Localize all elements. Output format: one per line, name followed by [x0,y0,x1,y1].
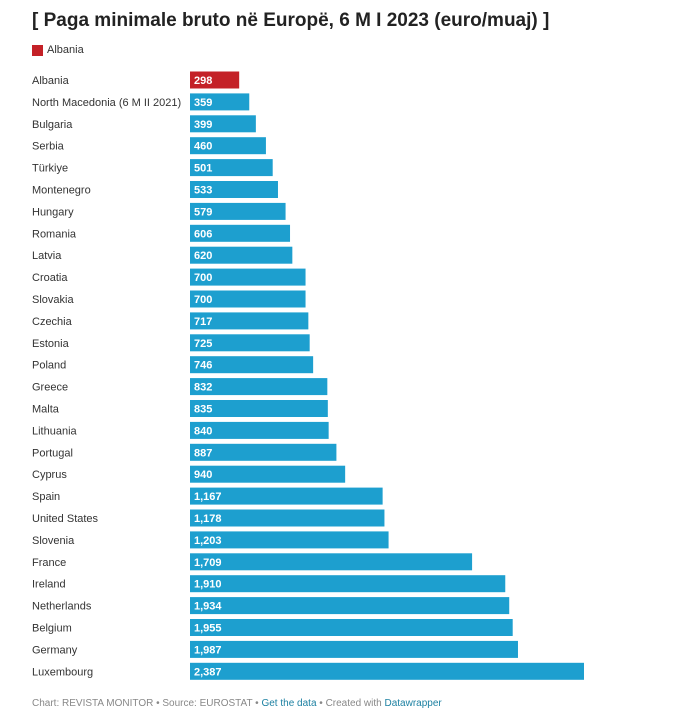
category-label: Slovakia [32,294,74,306]
bar-value-label: 460 [194,141,212,153]
bar-value-label: 533 [194,185,212,197]
bar-value-label: 832 [194,382,212,394]
category-label: United States [32,513,99,525]
category-label: Lithuania [32,425,78,437]
bar-value-label: 1,178 [194,513,222,525]
bar [190,312,309,330]
bar-value-label: 746 [194,360,212,372]
bar [190,356,314,374]
category-label: Croatia [32,272,68,284]
category-label: Ireland [32,579,66,591]
bar-value-label: 1,955 [194,623,222,635]
bar [190,268,306,286]
chart-footer: Chart: REVISTA MONITOR • Source: EUROSTA… [32,698,442,709]
bar [190,159,273,177]
bar [190,575,506,593]
bar-value-label: 835 [194,404,212,416]
category-label: Luxembourg [32,666,93,678]
bar-chart: Albania 298 North Macedonia (6 M II 2021) 3… [32,71,584,680]
category-label: Türkiye [32,163,68,175]
bar [190,137,266,155]
bar-value-label: 1,167 [194,491,222,503]
bar [190,290,306,308]
bar [190,662,584,680]
bar-value-label: 606 [194,228,212,240]
bar-value-label: 717 [194,316,212,328]
bar-value-label: 399 [194,119,212,131]
bar-value-label: 501 [194,163,212,175]
bar-value-label: 700 [194,272,212,284]
bar-value-label: 940 [194,469,212,481]
bar [190,246,293,264]
bar [190,531,389,549]
category-label: Poland [32,360,66,372]
category-label: Romania [32,228,77,240]
category-label: Bulgaria [32,119,73,131]
legend-label: Albania [47,44,84,56]
category-label: Latvia [32,250,62,262]
category-label: North Macedonia (6 M II 2021) [32,97,181,109]
datawrapper-link[interactable]: Datawrapper [384,698,442,709]
footer-credits: Chart: REVISTA MONITOR • Source: EUROSTA… [32,698,262,709]
category-label: Malta [32,404,60,416]
bar-value-label: 887 [194,447,212,459]
bar [190,443,337,461]
category-label: Albania [32,75,70,87]
bar-value-label: 1,934 [194,601,222,613]
bar [190,115,256,133]
category-label: Spain [32,491,60,503]
legend: Albania [32,44,84,56]
category-label: Netherlands [32,601,92,613]
bar [190,509,385,527]
bar [190,465,346,483]
bar-value-label: 579 [194,206,212,218]
bar [190,400,328,417]
bar-value-label: 1,910 [194,579,222,591]
bar-value-label: 725 [194,338,212,350]
category-label: Czechia [32,316,73,328]
category-label: Serbia [32,141,65,153]
bar [190,553,473,571]
category-label: Estonia [32,338,70,350]
bar [190,93,250,111]
category-label: France [32,557,66,569]
bar-value-label: 1,203 [194,535,222,547]
bar [190,181,278,198]
bar [190,71,240,89]
category-label: Montenegro [32,185,91,197]
bar [190,334,310,352]
bar-value-label: 840 [194,425,212,437]
bar-value-label: 620 [194,250,212,262]
category-label: Slovenia [32,535,75,547]
bar [190,597,510,615]
category-label: Portugal [32,447,73,459]
bar [190,224,291,242]
bar-value-label: 298 [194,75,212,87]
bar-value-label: 2,387 [194,666,222,678]
bar [190,619,513,636]
bar-value-label: 1,709 [194,557,222,569]
category-label: Greece [32,382,68,394]
category-label: Hungary [32,206,74,218]
bar-value-label: 1,987 [194,644,222,656]
bar [190,487,383,505]
bar [190,202,286,220]
legend-swatch [32,44,43,56]
footer-created-with: • Created with [316,698,385,709]
bar-value-label: 359 [194,97,212,109]
bar [190,640,518,658]
category-label: Germany [32,644,78,656]
chart-title: [ Paga minimale bruto në Europë, 6 M I 2… [32,10,550,31]
bar [190,378,328,396]
bar [190,421,329,439]
get-the-data-link[interactable]: Get the data [261,698,317,709]
bar-value-label: 700 [194,294,212,306]
category-label: Belgium [32,623,72,635]
category-label: Cyprus [32,469,67,481]
